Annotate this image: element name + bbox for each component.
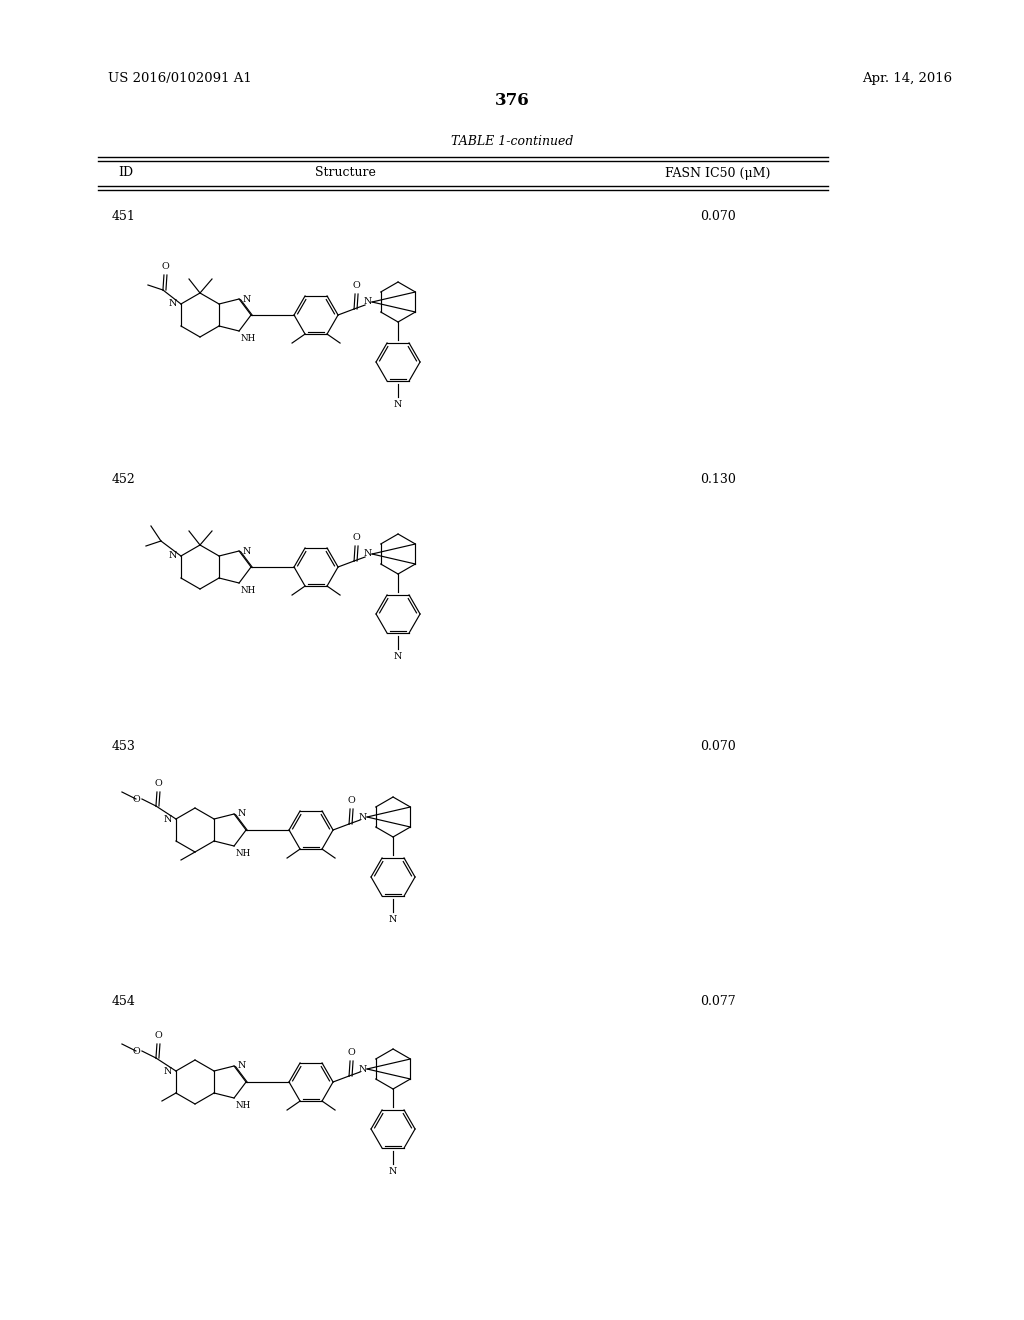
Text: 376: 376 — [495, 92, 529, 110]
Text: 453: 453 — [112, 741, 136, 752]
Text: N: N — [358, 1064, 368, 1073]
Text: 454: 454 — [112, 995, 136, 1008]
Text: US 2016/0102091 A1: US 2016/0102091 A1 — [108, 73, 252, 84]
Text: O: O — [154, 779, 162, 788]
Text: O: O — [132, 795, 140, 804]
Text: O: O — [347, 796, 355, 805]
Text: O: O — [347, 1048, 355, 1057]
Text: O: O — [352, 281, 359, 290]
Text: NH: NH — [237, 1101, 251, 1110]
Text: N: N — [243, 546, 252, 556]
Text: N: N — [243, 294, 252, 304]
Text: N: N — [238, 1061, 247, 1071]
Text: Structure: Structure — [314, 166, 376, 180]
Text: N: N — [164, 814, 172, 824]
Text: 0.130: 0.130 — [700, 473, 736, 486]
Text: FASN IC50 (μM): FASN IC50 (μM) — [666, 166, 771, 180]
Text: N: N — [358, 813, 368, 821]
Text: N: N — [389, 1167, 397, 1176]
Text: O: O — [132, 1047, 140, 1056]
Text: ID: ID — [118, 166, 133, 180]
Text: 452: 452 — [112, 473, 136, 486]
Text: O: O — [161, 261, 169, 271]
Text: N: N — [389, 915, 397, 924]
Text: NH: NH — [241, 586, 256, 595]
Text: N: N — [169, 552, 177, 561]
Text: N: N — [364, 549, 373, 558]
Text: O: O — [352, 533, 359, 543]
Text: N: N — [394, 652, 402, 661]
Text: 0.070: 0.070 — [700, 741, 736, 752]
Text: N: N — [169, 300, 177, 309]
Text: 0.070: 0.070 — [700, 210, 736, 223]
Text: 451: 451 — [112, 210, 136, 223]
Text: 0.077: 0.077 — [700, 995, 736, 1008]
Text: N: N — [164, 1067, 172, 1076]
Text: N: N — [364, 297, 373, 306]
Text: N: N — [238, 809, 247, 818]
Text: Apr. 14, 2016: Apr. 14, 2016 — [862, 73, 952, 84]
Text: TABLE 1-continued: TABLE 1-continued — [451, 135, 573, 148]
Text: NH: NH — [237, 849, 251, 858]
Text: NH: NH — [241, 334, 256, 343]
Text: N: N — [394, 400, 402, 409]
Text: O: O — [154, 1031, 162, 1040]
